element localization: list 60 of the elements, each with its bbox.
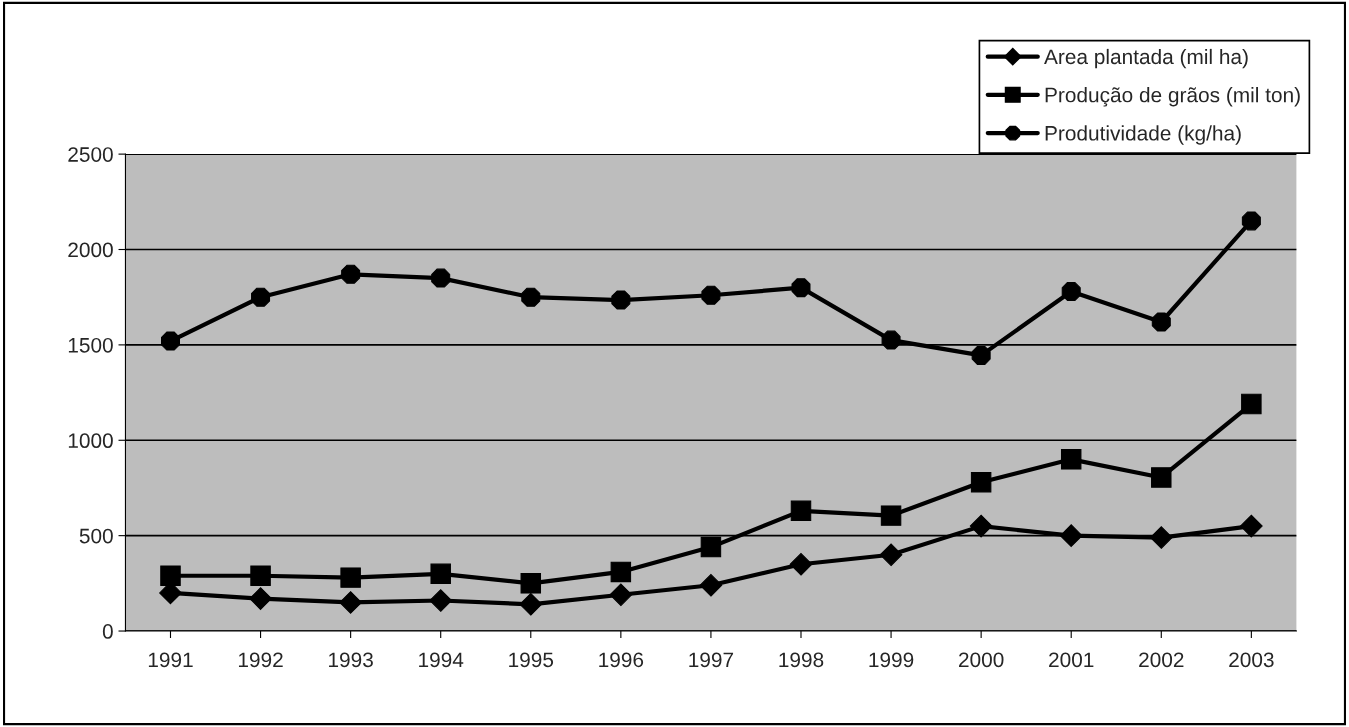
point: [431, 268, 451, 288]
point: [700, 536, 722, 558]
x-tick-label: 1999: [869, 652, 914, 668]
point: [340, 567, 361, 588]
x-tick-label: 1996: [599, 652, 644, 668]
point: [341, 264, 361, 284]
y-tick-label: 1000: [68, 433, 113, 449]
point: [881, 330, 901, 350]
legend-label: Produção de grãos (mil ton): [1045, 87, 1300, 107]
y-tick-label: 1500: [68, 337, 113, 353]
point: [1240, 514, 1263, 538]
point: [1059, 524, 1083, 547]
point: [339, 591, 362, 614]
point: [251, 287, 271, 307]
point: [1149, 526, 1173, 549]
x-tick-label: 1991: [148, 652, 193, 668]
x-tick-label: 2003: [1229, 652, 1274, 668]
point: [520, 573, 542, 594]
point: [1060, 449, 1082, 470]
point: [701, 285, 721, 305]
point: [969, 514, 993, 538]
point: [1151, 467, 1172, 488]
x-tick-label: 1992: [238, 652, 283, 668]
point: [609, 583, 633, 607]
point: [1151, 312, 1171, 332]
point: [791, 278, 811, 298]
point: [789, 552, 813, 576]
legend-label: Produtividade (kg/ha): [1045, 125, 1241, 145]
point: [790, 500, 812, 522]
point: [430, 563, 451, 585]
point: [971, 345, 991, 365]
point: [429, 589, 453, 612]
y-tick-label: 0: [102, 624, 113, 639]
x-tick-label: 1993: [329, 652, 373, 668]
point: [970, 472, 992, 493]
point: [1241, 393, 1262, 415]
point: [611, 290, 631, 310]
x-tick-label: 2002: [1139, 652, 1184, 668]
legend-label: Area plantada (mil ha): [1044, 48, 1248, 69]
point: [519, 593, 543, 616]
x-tick-label: 1994: [419, 652, 464, 668]
point: [879, 543, 903, 567]
point: [249, 587, 272, 610]
point: [160, 565, 181, 586]
y-tick-label: 2000: [68, 242, 113, 258]
point: [610, 561, 632, 583]
x-tick-label: 2001: [1049, 652, 1094, 668]
point: [1061, 281, 1081, 301]
point: [880, 505, 902, 526]
point: [699, 573, 723, 597]
point: [160, 331, 180, 351]
point: [1241, 211, 1261, 231]
x-tick-label: 1998: [779, 652, 824, 668]
x-tick-label: 1995: [509, 652, 554, 668]
y-tick-label: 500: [79, 528, 113, 544]
point: [521, 287, 541, 307]
x-tick-label: 1997: [689, 652, 734, 668]
x-tick-label: 2000: [959, 652, 1004, 668]
point: [250, 565, 271, 586]
y-tick-label: 2500: [68, 147, 113, 162]
